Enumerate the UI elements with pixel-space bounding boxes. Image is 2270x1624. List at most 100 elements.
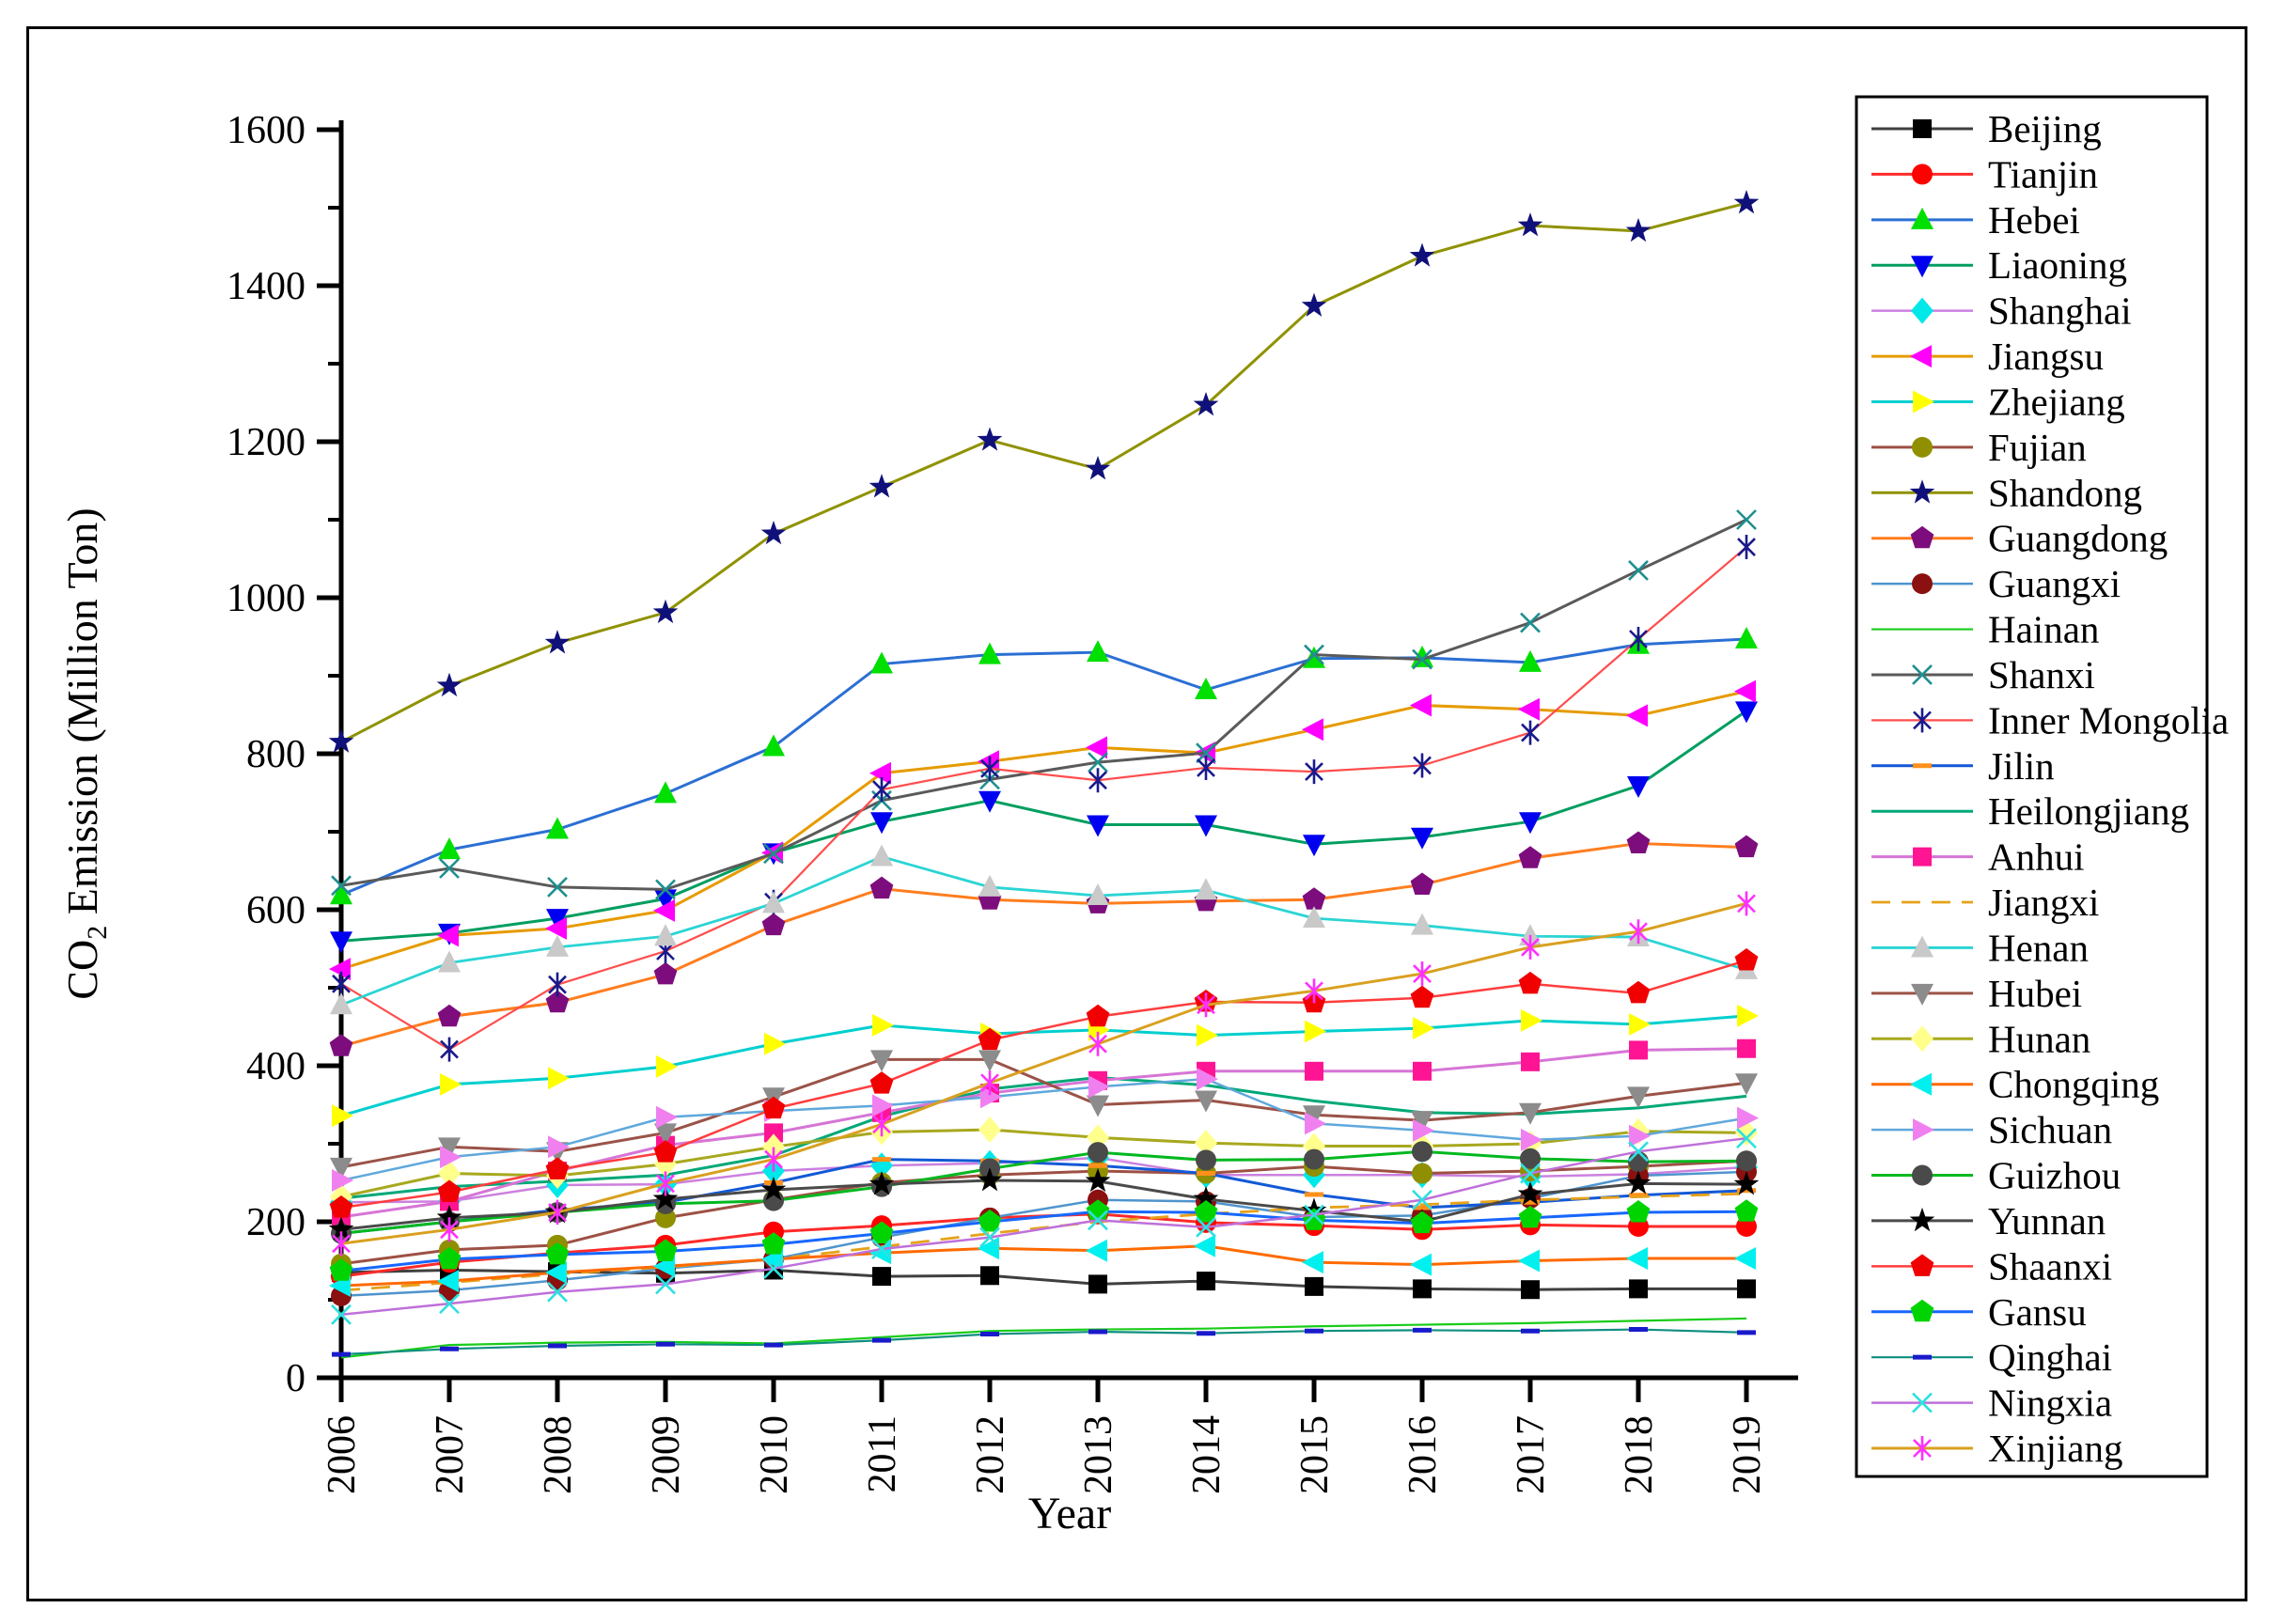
series-markers bbox=[331, 509, 1757, 900]
legend-label: Henan bbox=[1988, 926, 2089, 969]
series-markers bbox=[331, 1128, 1757, 1325]
series-inner-mongolia bbox=[332, 535, 1756, 1062]
legend-label: Hebei bbox=[1988, 198, 2080, 242]
series-markers bbox=[330, 701, 1758, 954]
series-markers bbox=[328, 190, 1760, 753]
legend-item: Heilongjiang bbox=[1871, 789, 2189, 833]
series-line bbox=[340, 1136, 1747, 1317]
legend-item: Jiangxi bbox=[1871, 881, 2099, 924]
series-line bbox=[340, 901, 1747, 1245]
y-tick-label: 1000 bbox=[227, 577, 305, 620]
legend-item: Guangdong bbox=[1871, 517, 2168, 560]
x-tick-label: 2009 bbox=[645, 1415, 688, 1494]
legend-item: Zhejiang bbox=[1871, 380, 2125, 423]
legend-item: Chongqing bbox=[1871, 1063, 2159, 1106]
x-tick-label: 2014 bbox=[1185, 1415, 1229, 1494]
legend-item: Shanghai bbox=[1871, 289, 2132, 333]
series-line bbox=[340, 710, 1747, 943]
legend-label: Guangxi bbox=[1988, 562, 2121, 605]
series-line bbox=[340, 959, 1747, 1210]
y-axis-title: CO2 Emission (Million Ton) bbox=[58, 508, 113, 999]
legend-item: Hubei bbox=[1871, 972, 2082, 1015]
series-line bbox=[340, 1159, 1747, 1266]
series-line bbox=[340, 518, 1747, 891]
series-markers bbox=[332, 1004, 1759, 1128]
legend-label: Fujian bbox=[1988, 426, 2087, 469]
legend-label: Tianjin bbox=[1988, 152, 2098, 195]
y-tick-label: 0 bbox=[286, 1357, 305, 1400]
x-tick-label: 2013 bbox=[1077, 1415, 1120, 1494]
legend-item: Hainan bbox=[1871, 608, 2099, 651]
legend-item: Gansu bbox=[1871, 1290, 2087, 1334]
series-liaoning bbox=[330, 701, 1758, 954]
legend-label: Jiangsu bbox=[1988, 335, 2104, 378]
legend-label: Jilin bbox=[1988, 744, 2055, 788]
series-markers bbox=[332, 1327, 1756, 1357]
x-tick-label: 2017 bbox=[1510, 1415, 1553, 1494]
legend-label: Beijing bbox=[1988, 107, 2102, 150]
legend-label: Shandong bbox=[1988, 471, 2142, 514]
series-line bbox=[340, 1317, 1747, 1359]
legend-label: Guangdong bbox=[1988, 517, 2168, 560]
x-tick-label: 2018 bbox=[1618, 1415, 1661, 1494]
legend-label: Jiangxi bbox=[1988, 881, 2099, 924]
legend-item: Guizhou bbox=[1871, 1154, 2121, 1197]
series-shanxi bbox=[331, 509, 1757, 900]
legend-label: Liaoning bbox=[1988, 243, 2127, 287]
legend-item: Qinghai bbox=[1871, 1335, 2112, 1379]
legend-box bbox=[1855, 95, 2209, 1478]
series-line bbox=[340, 855, 1747, 1007]
series-markers bbox=[329, 1234, 1756, 1298]
legend-label: Inner Mongolia bbox=[1988, 698, 2229, 742]
x-tick-label: 2010 bbox=[753, 1415, 796, 1494]
legend-item: Jiangsu bbox=[1871, 335, 2104, 378]
legend-item: Ningxia bbox=[1871, 1382, 2112, 1425]
legend-item: Xinjiang bbox=[1871, 1427, 2122, 1470]
series-line bbox=[340, 546, 1747, 1051]
y-tick-label: 800 bbox=[246, 733, 305, 776]
legend-item: Hunan bbox=[1871, 1017, 2090, 1060]
legend-label: Zhejiang bbox=[1988, 380, 2125, 423]
x-tick-label: 2019 bbox=[1726, 1415, 1769, 1494]
legend-item: Hebei bbox=[1871, 198, 2080, 242]
series-markers bbox=[332, 891, 1756, 1257]
y-tick-label: 200 bbox=[246, 1201, 305, 1244]
legend-label: Yunnan bbox=[1988, 1199, 2106, 1242]
legend-item: Sichuan bbox=[1871, 1108, 2112, 1151]
y-tick-label: 1200 bbox=[227, 421, 305, 464]
x-tick-label: 2008 bbox=[537, 1415, 580, 1494]
x-tick-label: 2007 bbox=[429, 1415, 472, 1494]
series-hubei bbox=[330, 1050, 1758, 1179]
series-line bbox=[340, 1014, 1747, 1117]
legend-item: Beijing bbox=[1871, 107, 2102, 150]
legend-label: Qinghai bbox=[1988, 1335, 2112, 1379]
series-hainan bbox=[340, 1317, 1747, 1359]
series-line bbox=[340, 1077, 1747, 1182]
legend-label: Hainan bbox=[1988, 608, 2099, 651]
series-hebei bbox=[330, 626, 1758, 905]
series-line bbox=[340, 1328, 1747, 1356]
legend-item: Henan bbox=[1871, 926, 2089, 969]
series-shaanxi bbox=[329, 947, 1759, 1218]
legend-label: Gansu bbox=[1988, 1290, 2087, 1334]
legend-label: Guizhou bbox=[1988, 1154, 2121, 1197]
series-line bbox=[340, 637, 1747, 897]
legend-label: Ningxia bbox=[1988, 1382, 2112, 1425]
legend-label: Hunan bbox=[1988, 1017, 2090, 1060]
series-markers bbox=[332, 535, 1756, 1062]
legend-label: Shaanxi bbox=[1988, 1244, 2112, 1288]
y-tick-label: 600 bbox=[246, 889, 305, 932]
x-tick-label: 2006 bbox=[321, 1415, 364, 1494]
legend-label: Xinjiang bbox=[1988, 1427, 2122, 1470]
legend-item: Shandong bbox=[1871, 471, 2142, 514]
x-tick-label: 2016 bbox=[1401, 1415, 1445, 1494]
series-line bbox=[340, 1179, 1747, 1231]
legend-label: Heilongjiang bbox=[1988, 789, 2189, 833]
series-zhejiang bbox=[332, 1004, 1759, 1128]
y-tick-label: 400 bbox=[246, 1045, 305, 1088]
legend-item: Tianjin bbox=[1871, 152, 2098, 195]
legend-item: Shanxi bbox=[1871, 653, 2095, 696]
legend-item: Jilin bbox=[1871, 744, 2055, 788]
co2-emission-line-chart: 0 200 400 600 800 1000 1200 1400 1600 2006 2007 200… bbox=[58, 95, 2229, 1538]
